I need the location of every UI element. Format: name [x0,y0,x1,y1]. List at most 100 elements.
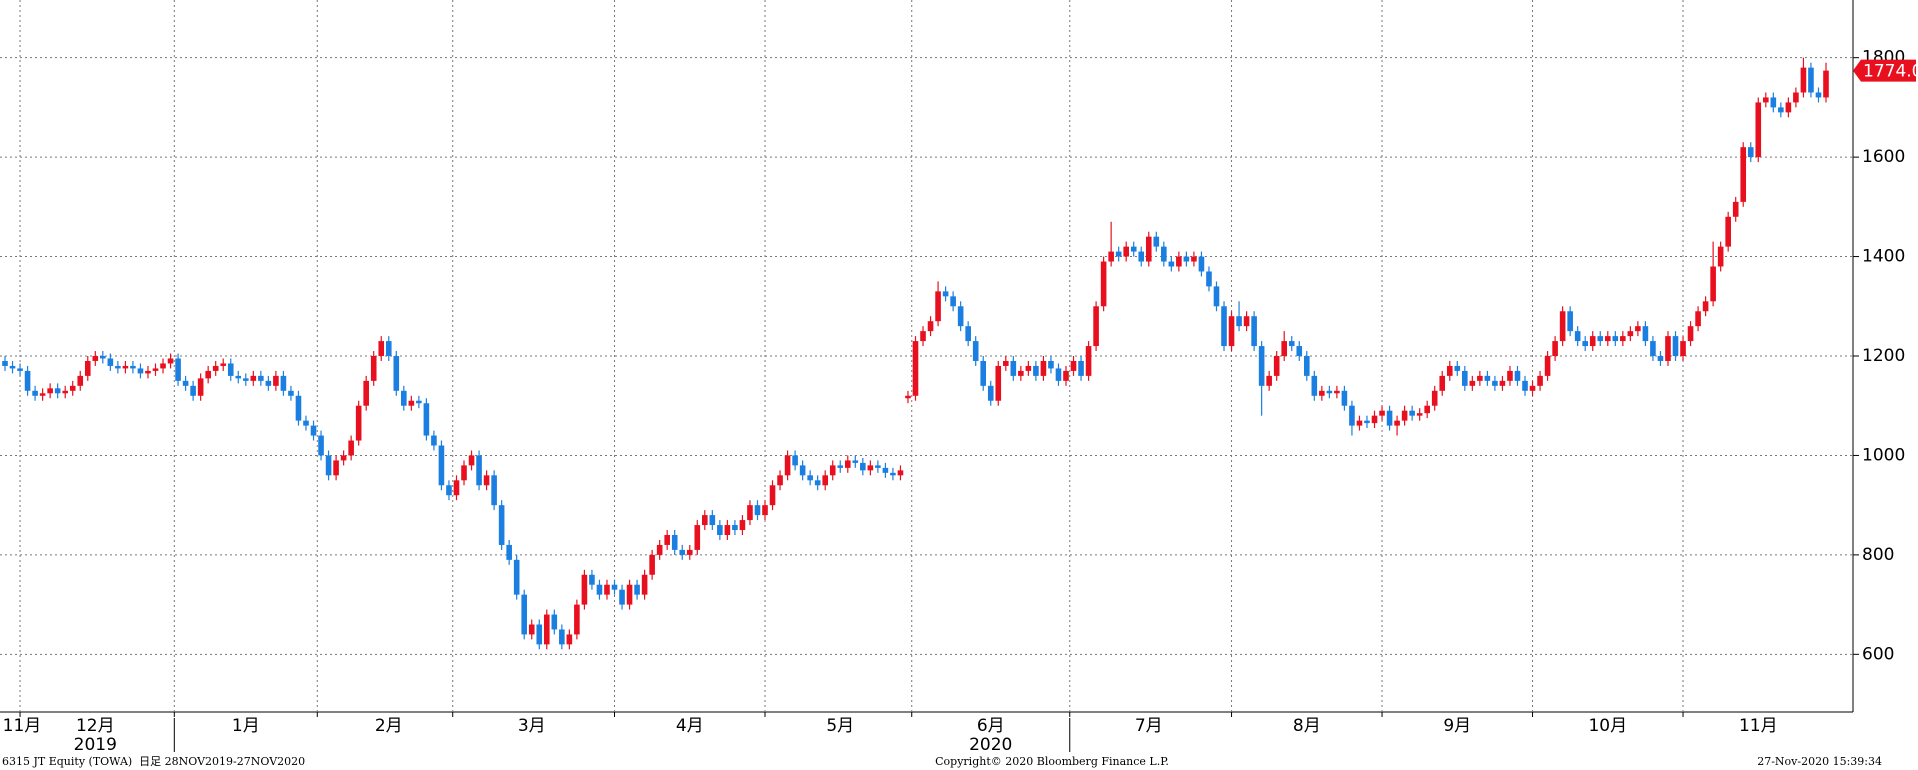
candle-body [965,326,971,342]
candle-body [769,485,776,506]
candle-body [476,455,482,486]
candle-body [1439,375,1446,391]
candle-body [1747,147,1754,158]
x-tick-label: 3月 [518,716,546,736]
candle-body [912,341,919,396]
candle-body [1356,420,1363,426]
candle-body [235,375,242,379]
candle-body [1303,356,1310,376]
candle-body [1379,410,1385,416]
candle-body [1770,97,1777,108]
candle-body [325,455,332,476]
candle-body [167,358,174,364]
candle-body [62,390,68,394]
candle-body [24,370,31,391]
last-price-label: 1774.0 [1863,62,1918,82]
candle-body [814,480,821,486]
y-tick-label: 1000 [1862,445,1905,465]
candle-body [649,554,655,575]
candle-body [1288,341,1295,347]
candle-body [1243,316,1250,327]
candle-body [784,455,791,476]
y-tick-label: 800 [1862,545,1894,565]
candle-body [1161,246,1167,262]
candle-body [498,505,505,545]
candle-body [1266,375,1272,386]
candle-body [920,331,926,342]
candle-body [340,455,347,461]
candle-body [942,291,949,297]
candle-body [205,370,211,379]
y-tick-label: 1400 [1862,247,1905,267]
candle-body [1055,368,1062,381]
x-tick-label: 4月 [676,716,704,736]
candle-body [566,634,573,645]
candle-body [1176,256,1182,267]
candle-body [393,356,400,391]
candle-body [1642,326,1649,342]
candle-body [513,559,520,595]
candle-body [611,584,618,590]
candle-body [1386,410,1393,426]
candle-body [385,341,392,356]
candle-body [1018,370,1024,376]
candle-body [1296,346,1303,356]
candle-body [1341,390,1348,406]
x-tick-label: 7月 [1135,716,1163,736]
candle-body [273,375,279,386]
candle-body [1529,385,1536,391]
year-label: 2019 [74,735,117,755]
x-tick-label: 8月 [1293,716,1321,736]
candle-body [972,341,979,361]
candle-body [1544,356,1551,376]
candle-body [589,574,595,585]
candle-body [1191,256,1197,262]
candle-body [829,465,836,476]
candle-body [641,574,648,595]
candle-body [1108,251,1114,262]
candle-body [1815,92,1822,98]
candle-body [837,465,844,468]
candle-body [671,534,678,550]
candle-body [792,455,798,466]
x-tick-label: 11月 [1739,716,1778,736]
candle-body [1680,341,1686,356]
y-tick-label: 1200 [1862,346,1905,366]
candle-body [799,465,806,476]
candle-body [190,385,196,396]
candle-body [739,520,746,531]
candle-body [1123,246,1129,257]
candle-body [1394,420,1400,426]
x-tick-label: 6月 [977,716,1005,736]
candle-body [295,395,302,421]
candle-body [1604,336,1611,342]
candle-body [890,472,896,476]
candle-body [995,365,1002,401]
candle-body [1725,216,1731,247]
candle-body [882,467,889,473]
candle-body [1778,107,1784,113]
candle-body [1273,356,1280,376]
candle-body [754,505,761,516]
x-tick-label: 10月 [1588,716,1627,736]
candle-body [333,460,339,476]
year-label: 2020 [969,735,1012,755]
candle-body [39,393,46,396]
x-tick-label: 9月 [1443,716,1471,736]
candle-body [1130,246,1137,252]
candle-body [927,321,934,332]
candle-body [551,614,558,630]
candle-body [626,584,633,605]
candle-body [1695,311,1701,327]
candle-body [1657,356,1664,361]
candle-body [438,445,445,486]
candle-body [724,525,731,535]
x-tick-label: 1月 [232,716,260,736]
candle-body [92,356,99,361]
candle-body [1002,360,1009,366]
candle-body [32,390,38,396]
candle-body [363,380,369,406]
candle-body [250,375,257,381]
candle-body [483,475,490,486]
